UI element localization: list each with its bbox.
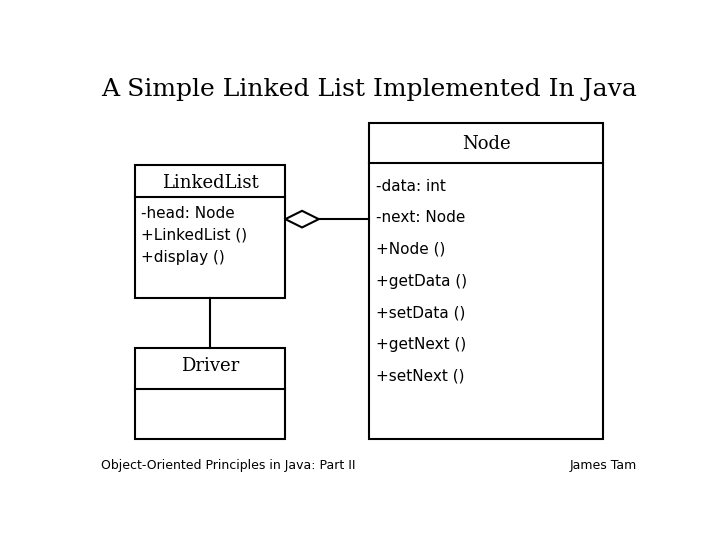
Text: +getData (): +getData () (376, 274, 467, 288)
Text: LinkedList: LinkedList (161, 173, 258, 192)
Polygon shape (285, 211, 319, 227)
Text: Node: Node (462, 134, 510, 153)
Text: +LinkedList (): +LinkedList () (141, 228, 248, 242)
Text: James Tam: James Tam (570, 460, 637, 472)
Text: -next: Node: -next: Node (376, 210, 465, 225)
Text: +setData (): +setData () (376, 305, 465, 320)
Text: +getNext (): +getNext () (376, 337, 466, 352)
Text: +setNext (): +setNext () (376, 368, 464, 383)
Text: Driver: Driver (181, 357, 239, 375)
Text: -head: Node: -head: Node (141, 206, 235, 221)
Text: +Node (): +Node () (376, 242, 445, 257)
Text: Object-Oriented Principles in Java: Part II: Object-Oriented Principles in Java: Part… (101, 460, 356, 472)
Bar (369, 123, 603, 439)
Text: +display (): +display () (141, 250, 225, 265)
Text: -data: int: -data: int (376, 179, 446, 194)
Bar (135, 348, 285, 439)
Text: A Simple Linked List Implemented In Java: A Simple Linked List Implemented In Java (101, 78, 637, 101)
Bar (135, 165, 285, 298)
